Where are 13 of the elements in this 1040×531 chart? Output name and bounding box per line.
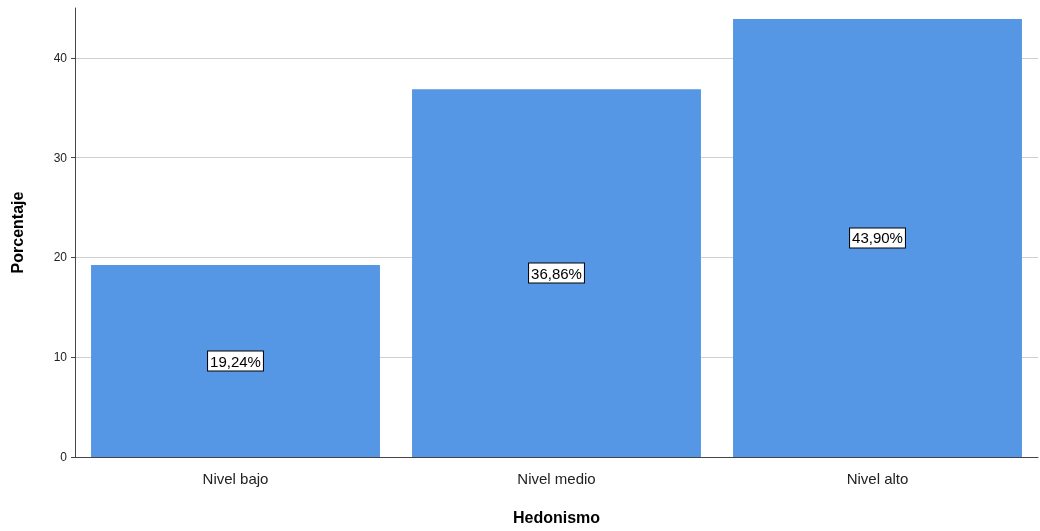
data-label: 19,24% bbox=[210, 352, 261, 370]
x-tick-label: Nivel medio bbox=[517, 470, 596, 487]
x-tick-label: Nivel alto bbox=[846, 470, 909, 487]
y-tick-label: 20 bbox=[53, 250, 68, 265]
data-label: 43,90% bbox=[852, 229, 903, 247]
y-tick-label: 0 bbox=[60, 450, 68, 464]
y-tick-label: 10 bbox=[53, 350, 68, 365]
y-tick-label: 40 bbox=[53, 50, 68, 65]
x-tick-label: Nivel bajo bbox=[202, 470, 269, 487]
data-label: 36,86% bbox=[531, 264, 582, 282]
y-axis-title: Porcentaje bbox=[8, 191, 26, 274]
y-tick-label: 30 bbox=[53, 150, 68, 165]
x-axis-title: Hedonismo bbox=[512, 508, 601, 526]
